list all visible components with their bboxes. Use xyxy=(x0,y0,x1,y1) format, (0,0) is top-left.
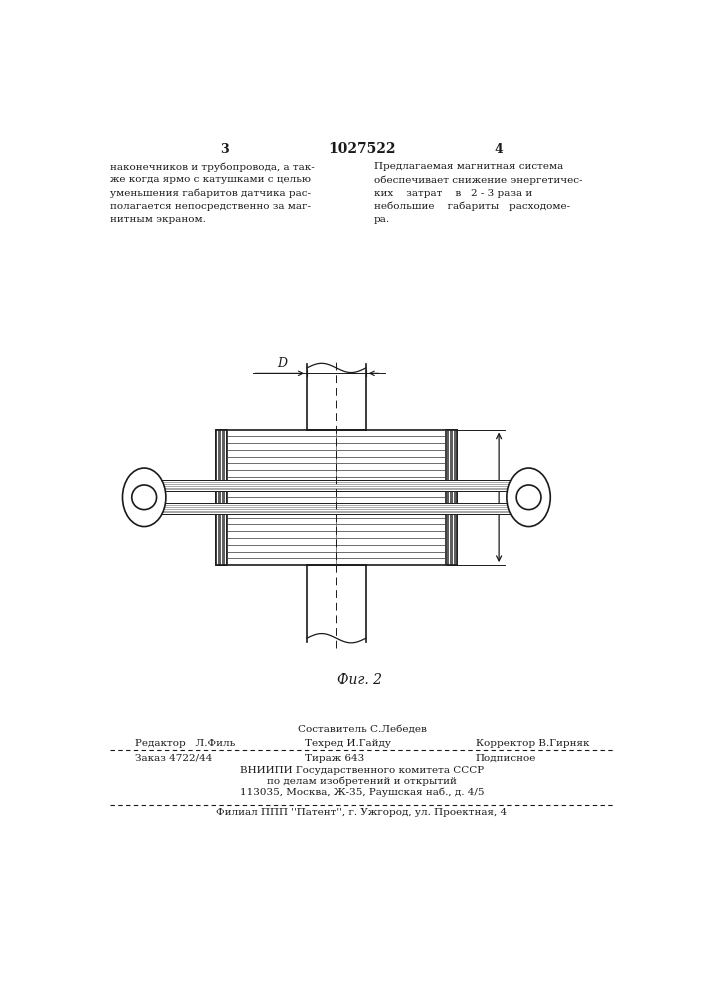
Text: Корректор В.Гирняк: Корректор В.Гирняк xyxy=(476,739,590,748)
Bar xyxy=(445,430,457,565)
Text: Заказ 4722/44: Заказ 4722/44 xyxy=(135,754,212,763)
Text: ра.: ра. xyxy=(373,215,390,224)
Text: уменьшения габаритов датчика рас-: уменьшения габаритов датчика рас- xyxy=(110,189,311,198)
Text: Тираж 643: Тираж 643 xyxy=(305,754,365,763)
Text: 3: 3 xyxy=(220,143,228,156)
Text: Предлагаемая магнитная система: Предлагаемая магнитная система xyxy=(373,162,563,171)
Ellipse shape xyxy=(507,468,550,527)
Text: Техред И.Гайду: Техред И.Гайду xyxy=(305,739,392,748)
Bar xyxy=(158,503,515,514)
Text: наконечников и трубопровода, а так-: наконечников и трубопровода, а так- xyxy=(110,162,315,172)
Text: 4: 4 xyxy=(495,143,503,156)
Text: обеспечивает снижение энергетичес-: обеспечивает снижение энергетичес- xyxy=(373,175,582,185)
Text: по делам изобретений и открытий: по делам изобретений и открытий xyxy=(267,777,457,786)
Text: небольшие    габариты   расходоме-: небольшие габариты расходоме- xyxy=(373,202,570,211)
Text: 113035, Москва, Ж-35, Раушская наб., д. 4/5: 113035, Москва, Ж-35, Раушская наб., д. … xyxy=(240,787,484,797)
Text: l: l xyxy=(510,488,515,506)
Text: Подписное: Подписное xyxy=(476,754,536,763)
Text: ких    затрат    в   2 - 3 раза и: ких затрат в 2 - 3 раза и xyxy=(373,189,532,198)
Text: ВНИИПИ Государственного комитета СССР: ВНИИПИ Государственного комитета СССР xyxy=(240,766,484,775)
Text: Фиг. 2: Фиг. 2 xyxy=(337,673,382,687)
Text: Составитель С.Лебедев: Составитель С.Лебедев xyxy=(298,725,426,734)
Bar xyxy=(216,430,457,565)
Text: Редактор   Л.Филь: Редактор Л.Филь xyxy=(135,739,235,748)
Text: D: D xyxy=(277,357,287,370)
Text: 1027522: 1027522 xyxy=(328,142,396,156)
Text: полагается непосредственно за маг-: полагается непосредственно за маг- xyxy=(110,202,311,211)
Bar xyxy=(158,480,515,491)
Text: Филиал ППП ''Патент'', г. Ужгород, ул. Проектная, 4: Филиал ППП ''Патент'', г. Ужгород, ул. П… xyxy=(216,808,508,817)
Ellipse shape xyxy=(132,485,156,510)
Bar xyxy=(216,430,227,565)
Ellipse shape xyxy=(516,485,541,510)
Ellipse shape xyxy=(122,468,166,527)
Text: нитным экраном.: нитным экраном. xyxy=(110,215,206,224)
Text: же когда ярмо с катушками с целью: же когда ярмо с катушками с целью xyxy=(110,175,311,184)
